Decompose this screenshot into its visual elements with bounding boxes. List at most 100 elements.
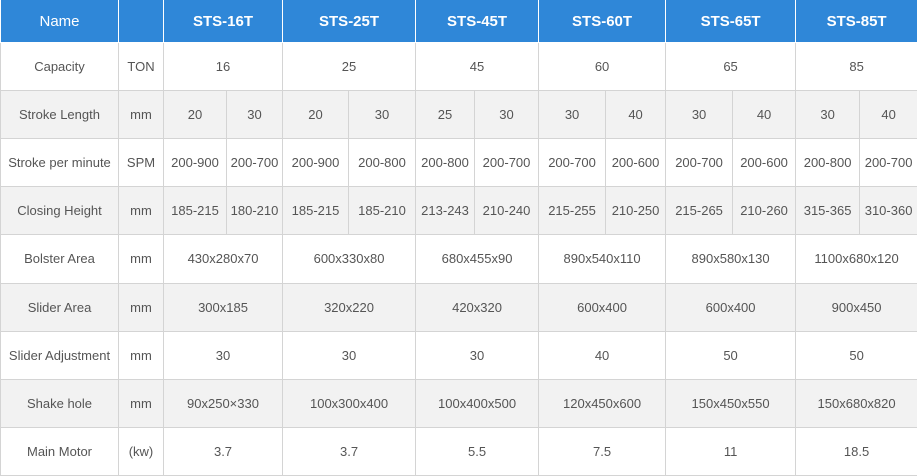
cell-value: 45 bbox=[415, 41, 540, 92]
cell-value: 65 bbox=[665, 41, 797, 92]
table-row-capacity: Capacity TON 16 25 45 60 65 85 bbox=[0, 41, 917, 92]
name-header: Name bbox=[0, 0, 119, 43]
model-header: STS-65T bbox=[665, 0, 797, 43]
row-label: Closing Height bbox=[0, 186, 119, 236]
cell-value: 200-800 bbox=[415, 138, 476, 188]
cell-value: 310-360 bbox=[859, 186, 917, 236]
cell-value: 40 bbox=[605, 90, 667, 140]
cell-value: 85 bbox=[795, 41, 917, 92]
row-label: Main Motor bbox=[0, 426, 119, 476]
row-unit: TON bbox=[118, 41, 164, 92]
cell-value: 200-600 bbox=[732, 138, 797, 188]
cell-value: 215-255 bbox=[538, 186, 607, 236]
table-row-stroke-length: Stroke Length mm 20 30 20 30 25 30 30 40… bbox=[0, 90, 917, 140]
cell-value: 20 bbox=[282, 90, 350, 140]
cell-value: 430x280x70 bbox=[162, 234, 284, 284]
row-label: Shake hole bbox=[0, 378, 119, 428]
cell-value: 120x450x600 bbox=[538, 378, 667, 428]
cell-value: 600x400 bbox=[538, 282, 667, 332]
table-row-slider-area: Slider Area mm 300x185 320x220 420x320 6… bbox=[0, 282, 917, 332]
cell-value: 5.5 bbox=[415, 426, 540, 476]
cell-value: 185-210 bbox=[348, 186, 417, 236]
row-label: Stroke per minute bbox=[0, 138, 119, 188]
header-row: Name STS-16T STS-25T STS-45T STS-60T STS… bbox=[0, 0, 917, 43]
cell-value: 315-365 bbox=[795, 186, 861, 236]
row-unit: (kw) bbox=[118, 426, 164, 476]
cell-value: 30 bbox=[795, 90, 861, 140]
cell-value: 50 bbox=[795, 330, 917, 380]
unit-header bbox=[118, 0, 164, 43]
cell-value: 30 bbox=[282, 330, 417, 380]
cell-value: 200-700 bbox=[538, 138, 607, 188]
cell-value: 60 bbox=[538, 41, 667, 92]
cell-value: 210-260 bbox=[732, 186, 797, 236]
cell-value: 213-243 bbox=[415, 186, 476, 236]
model-header: STS-60T bbox=[538, 0, 667, 43]
row-label: Stroke Length bbox=[0, 90, 119, 140]
cell-value: 200-700 bbox=[474, 138, 540, 188]
cell-value: 420x320 bbox=[415, 282, 540, 332]
cell-value: 30 bbox=[665, 90, 734, 140]
row-unit: mm bbox=[118, 90, 164, 140]
cell-value: 680x455x90 bbox=[415, 234, 540, 284]
table-row-stroke-per-minute: Stroke per minute SPM 200-900 200-700 20… bbox=[0, 138, 917, 188]
cell-value: 30 bbox=[415, 330, 540, 380]
row-label: Bolster Area bbox=[0, 234, 119, 284]
row-label: Capacity bbox=[0, 41, 119, 92]
cell-value: 900x450 bbox=[795, 282, 917, 332]
row-unit: mm bbox=[118, 378, 164, 428]
cell-value: 30 bbox=[474, 90, 540, 140]
cell-value: 600x330x80 bbox=[282, 234, 417, 284]
cell-value: 40 bbox=[538, 330, 667, 380]
cell-value: 890x540x110 bbox=[538, 234, 667, 284]
cell-value: 1100x680x120 bbox=[795, 234, 917, 284]
cell-value: 40 bbox=[859, 90, 917, 140]
row-unit: mm bbox=[118, 282, 164, 332]
cell-value: 3.7 bbox=[162, 426, 284, 476]
cell-value: 11 bbox=[665, 426, 797, 476]
row-unit: mm bbox=[118, 330, 164, 380]
row-label: Slider Area bbox=[0, 282, 119, 332]
cell-value: 90x250×330 bbox=[162, 378, 284, 428]
cell-value: 20 bbox=[163, 90, 227, 140]
cell-value: 150x450x550 bbox=[665, 378, 797, 428]
cell-value: 30 bbox=[538, 90, 607, 140]
cell-value: 30 bbox=[162, 330, 284, 380]
cell-value: 30 bbox=[348, 90, 417, 140]
model-header: STS-16T bbox=[162, 0, 284, 43]
row-unit: SPM bbox=[118, 138, 164, 188]
cell-value: 215-265 bbox=[665, 186, 734, 236]
cell-value: 200-800 bbox=[795, 138, 861, 188]
cell-value: 200-900 bbox=[163, 138, 227, 188]
cell-value: 210-250 bbox=[605, 186, 667, 236]
cell-value: 25 bbox=[415, 90, 476, 140]
cell-value: 100x300x400 bbox=[282, 378, 417, 428]
model-header: STS-25T bbox=[282, 0, 417, 43]
model-header: STS-85T bbox=[795, 0, 917, 43]
cell-value: 200-700 bbox=[665, 138, 734, 188]
cell-value: 300x185 bbox=[162, 282, 284, 332]
cell-value: 100x400x500 bbox=[415, 378, 540, 428]
cell-value: 180-210 bbox=[225, 186, 284, 236]
table-row-shake-hole: Shake hole mm 90x250×330 100x300x400 100… bbox=[0, 378, 917, 428]
cell-value: 30 bbox=[225, 90, 284, 140]
cell-value: 18.5 bbox=[795, 426, 917, 476]
cell-value: 185-215 bbox=[282, 186, 350, 236]
cell-value: 200-700 bbox=[225, 138, 284, 188]
cell-value: 200-900 bbox=[282, 138, 350, 188]
cell-value: 320x220 bbox=[282, 282, 417, 332]
cell-value: 185-215 bbox=[163, 186, 227, 236]
cell-value: 600x400 bbox=[665, 282, 797, 332]
cell-value: 210-240 bbox=[474, 186, 540, 236]
model-header: STS-45T bbox=[415, 0, 540, 43]
row-unit: mm bbox=[118, 186, 164, 236]
row-label: Slider Adjustment bbox=[0, 330, 119, 380]
row-unit: mm bbox=[118, 234, 164, 284]
cell-value: 25 bbox=[282, 41, 417, 92]
cell-value: 16 bbox=[162, 41, 284, 92]
table-row-slider-adjustment: Slider Adjustment mm 30 30 30 40 50 50 bbox=[0, 330, 917, 380]
cell-value: 40 bbox=[732, 90, 797, 140]
cell-value: 150x680x820 bbox=[795, 378, 917, 428]
cell-value: 50 bbox=[665, 330, 797, 380]
